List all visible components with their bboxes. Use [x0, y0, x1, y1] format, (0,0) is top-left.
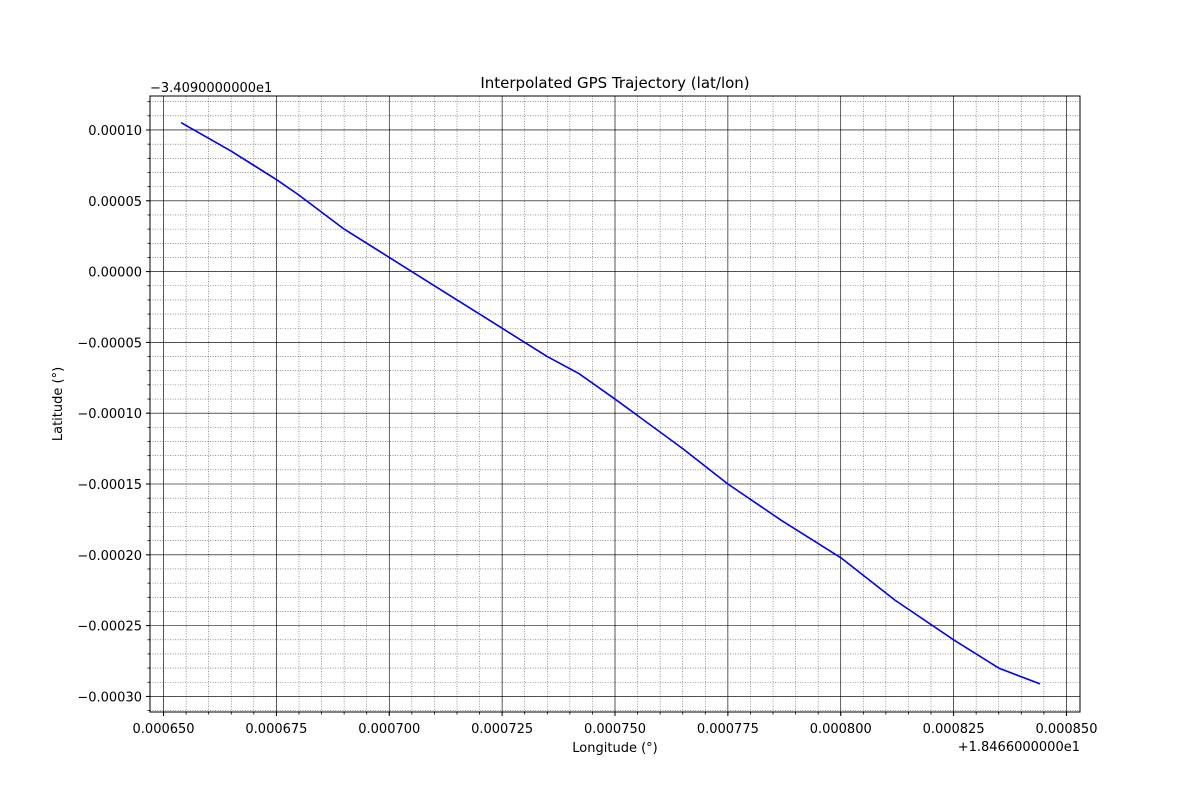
x-ticks: 0.000650 0.000675 0.000700 0.000725 0.000750…	[133, 712, 1097, 737]
x-offset-label: +1.8466000000e1	[958, 740, 1080, 755]
y-tick-label: −0.00030	[77, 690, 142, 705]
chart-title: Interpolated GPS Trajectory (lat/lon)	[480, 74, 749, 92]
x-tick-label: 0.000750	[584, 722, 646, 737]
y-axis-label: Latitude (°)	[51, 367, 66, 441]
x-tick-label: 0.000800	[810, 722, 872, 737]
series-line-0	[180, 122, 1041, 685]
minor-grid	[147, 96, 1080, 715]
x-tick-label: 0.000650	[133, 722, 195, 737]
x-tick-label: 0.000700	[358, 722, 420, 737]
major-grid	[150, 96, 1080, 712]
y-ticks: 0.00010 0.00005 0.00000 −0.00005 −0.00010 −0.…	[77, 124, 150, 705]
y-tick-label: −0.00020	[77, 549, 142, 564]
y-tick-label: −0.00025	[77, 620, 142, 635]
y-tick-label: 0.00000	[88, 266, 142, 281]
x-tick-label: 0.000825	[923, 722, 985, 737]
x-tick-label: 0.000775	[697, 722, 759, 737]
x-tick-label: 0.000850	[1035, 722, 1097, 737]
y-tick-label: −0.00015	[77, 478, 142, 493]
x-tick-label: 0.000675	[245, 722, 307, 737]
x-axis-label: Longitude (°)	[572, 741, 657, 756]
y-tick-label: 0.00005	[88, 195, 142, 210]
y-offset-label: −3.4090000000e1	[150, 81, 272, 96]
y-tick-label: −0.00005	[77, 336, 142, 351]
x-tick-label: 0.000725	[471, 722, 533, 737]
y-tick-label: −0.00010	[77, 407, 142, 422]
y-tick-label: 0.00010	[88, 124, 142, 139]
series-layer	[180, 122, 1041, 685]
